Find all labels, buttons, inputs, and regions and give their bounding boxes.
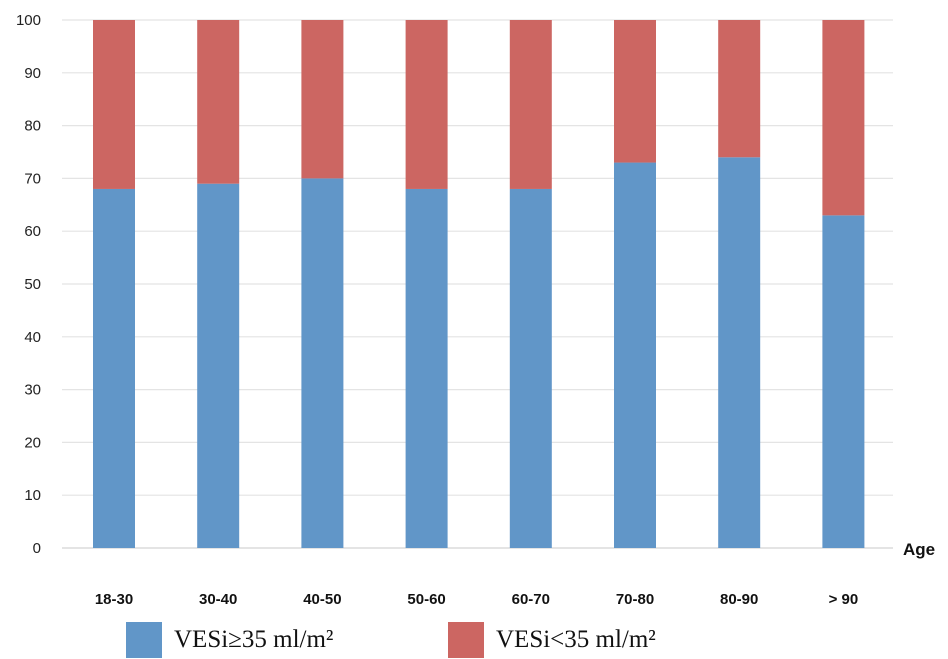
y-tick-label-10: 10 [24, 487, 41, 504]
bar-8090-series-0 [718, 157, 761, 548]
y-tick-label-70: 70 [24, 170, 41, 187]
x-tick-label-1: 30-40 [199, 591, 237, 608]
y-tick-label-50: 50 [24, 276, 41, 293]
y-tick-label-60: 60 [24, 223, 41, 240]
bars [93, 20, 865, 549]
x-tick-label-7: > 90 [829, 591, 859, 608]
y-tick-label-80: 80 [24, 118, 41, 135]
legend-label-series-0: VESi≥35 ml/m² [174, 626, 333, 653]
bar-1830-series-0 [93, 188, 135, 548]
bar-6070-series-1 [509, 20, 552, 189]
y-tick-label-20: 20 [24, 434, 41, 451]
bar-3040-series-0 [197, 183, 240, 548]
legend-swatch-series-0 [126, 622, 162, 658]
bar-7080-series-1 [614, 20, 656, 163]
x-tick-label-3: 50-60 [407, 591, 445, 608]
x-tick-label-4: 60-70 [512, 591, 550, 608]
y-tick-label-30: 30 [24, 382, 41, 399]
y-tick-label-0: 0 [33, 540, 41, 557]
bar-4050-series-0 [301, 178, 344, 548]
legend: VESi≥35 ml/m² VESi<35 ml/m² [126, 622, 656, 658]
bar-3040-series-1 [197, 20, 240, 184]
x-tick-label-5: 70-80 [616, 591, 654, 608]
bar-4050-series-1 [301, 20, 344, 179]
bar-5060-series-0 [405, 188, 448, 548]
bar-90-series-1 [822, 20, 865, 216]
x-axis-label: Age [903, 540, 935, 559]
x-tick-label-2: 40-50 [303, 591, 341, 608]
y-axis-ticks: 0 10 20 30 40 50 60 70 80 90 100 [16, 12, 41, 557]
legend-swatch-series-1 [448, 622, 484, 658]
bar-6070-series-0 [509, 188, 552, 548]
bar-1830-series-1 [93, 20, 135, 189]
y-tick-label-90: 90 [24, 65, 41, 82]
x-tick-label-6: 80-90 [720, 591, 758, 608]
x-axis-ticks: 18-30 30-40 40-50 50-60 60-70 70-80 80-90 > 90 [95, 591, 858, 608]
gridlines [62, 19, 893, 549]
bar-5060-series-1 [405, 20, 448, 189]
legend-label-series-1: VESi<35 ml/m² [496, 626, 656, 653]
y-tick-label-40: 40 [24, 329, 41, 346]
bar-90-series-0 [822, 215, 865, 549]
y-tick-label-100: 100 [16, 12, 41, 29]
x-tick-label-0: 18-30 [95, 591, 133, 608]
bar-8090-series-1 [718, 20, 761, 158]
bar-7080-series-0 [614, 162, 656, 548]
